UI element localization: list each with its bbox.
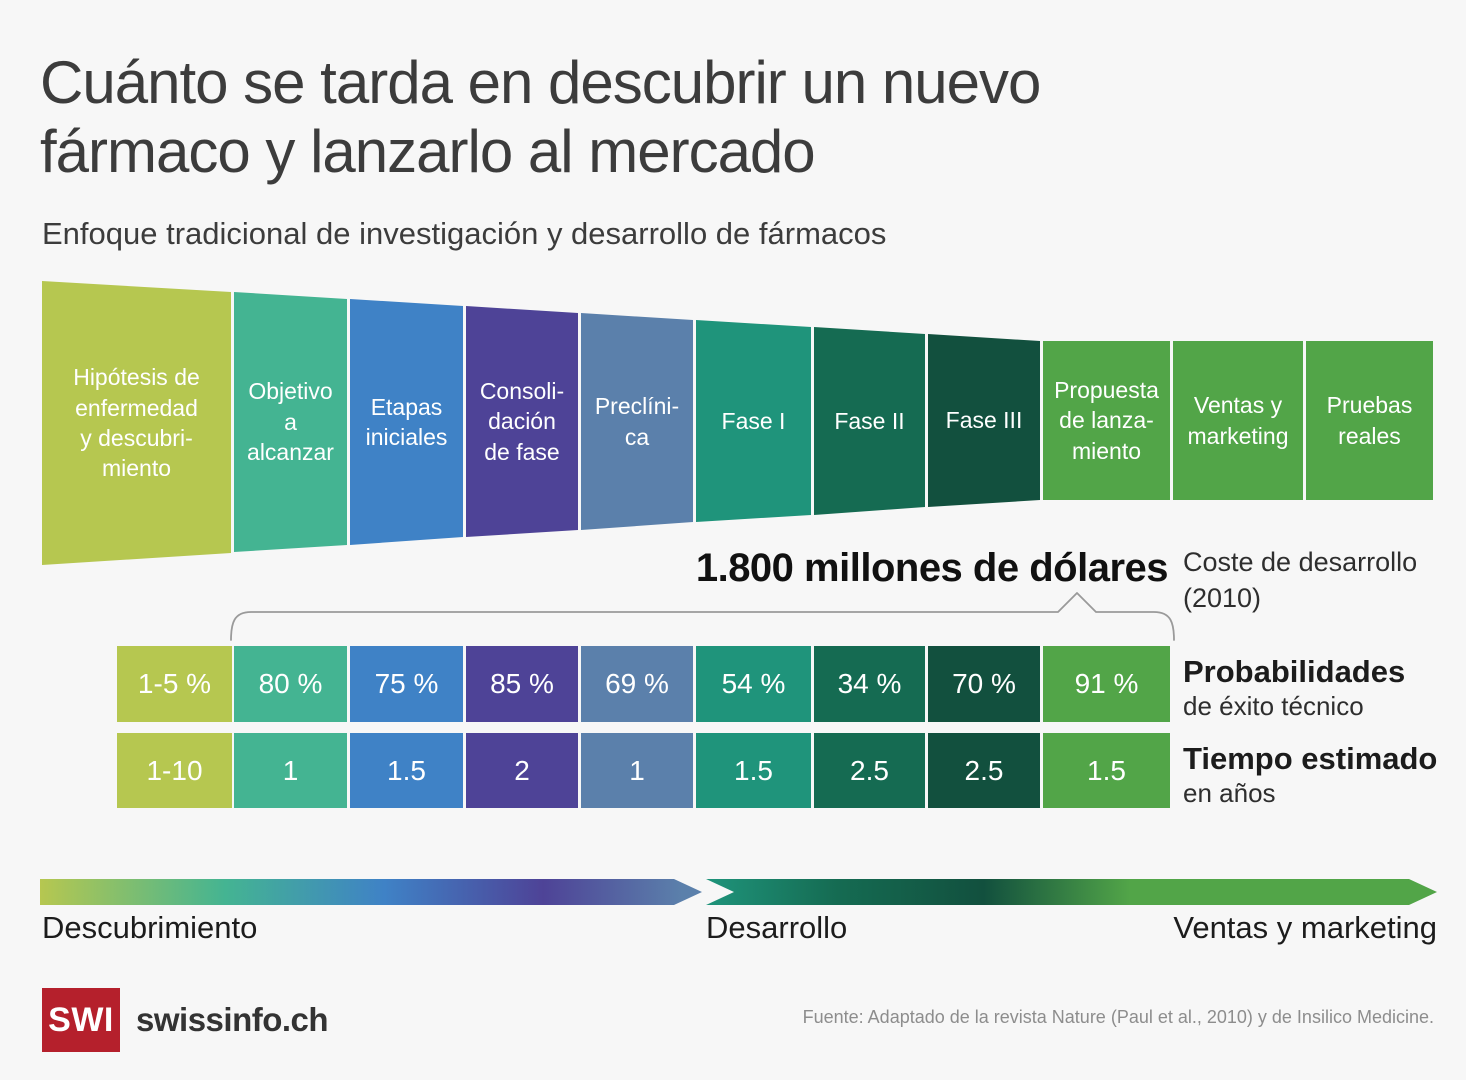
prob-cell-3: 75 % [350,646,463,722]
brand-name: swissinfo.ch [136,1001,329,1038]
time-row-label: Tiempo estimado en años [1183,741,1437,808]
swi-logo: SWI [42,988,120,1052]
time-label-bold: Tiempo estimado [1183,741,1438,776]
prob-cell-2: 80 % [234,646,347,722]
prob-cell-4: 85 % [466,646,578,722]
probability-label-bold: Probabilidades [1183,654,1406,689]
phase-label-descubrimiento: Descubrimiento [42,910,258,945]
funnel-stage-pruebas-reales: Pruebas reales [1306,341,1433,500]
probability-label-sub: de éxito técnico [1183,690,1364,721]
prob-cell-9: 91 % [1043,646,1170,722]
funnel-stage-preclinica: Preclíni- ca [581,313,693,530]
source-attribution: Fuente: Adaptado de la revista Nature (P… [802,1007,1434,1027]
funnel-stage-fase-1: Fase I [696,320,811,522]
page-title: Cuánto se tarda en descubrir un nuevo fá… [40,49,1041,185]
funnel-stage-propuesta: Propuesta de lanza- miento [1043,341,1170,500]
time-cell-5: 1 [581,733,693,808]
time-cell-9: 1.5 [1043,733,1170,808]
prob-cell-5: 69 % [581,646,693,722]
funnel-stage-etapas-iniciales: Etapas iniciales [350,299,463,545]
probability-row-label: Probabilidades de éxito técnico [1183,654,1405,721]
funnel-stage-fase-2: Fase II [814,327,925,515]
funnel-stage-label: Fase I [721,407,786,434]
funnel-stage-label: Objetivo a alcanzar [247,378,334,466]
time-label-sub: en años [1183,777,1276,808]
funnel-stage-label: Consoli- dación de fase [479,377,565,465]
funnel-stage-fase-3: Fase III [928,334,1040,507]
funnel-stage-label: Pruebas reales [1326,392,1413,449]
funnel-stage-label: Propuesta de lanza- miento [1054,376,1159,464]
funnel-stage-label: Preclíni- ca [594,393,680,450]
prob-cell-7: 34 % [814,646,925,722]
time-cell-3: 1.5 [350,733,463,808]
phase-label-desarrollo: Desarrollo [706,910,848,945]
prob-cell-6: 54 % [696,646,811,722]
funnel-stage-consolidacion: Consoli- dación de fase [466,306,578,537]
brand-block: SWI swissinfo.ch [42,988,329,1052]
time-cell-8: 2.5 [928,733,1040,808]
page-subtitle: Enfoque tradicional de investigación y d… [42,216,887,251]
funnel-stage-label: Ventas y marketing [1187,392,1289,449]
funnel-stage-label: Hipótesis de enfermedad y descubri- mien… [73,364,200,482]
total-cost-value: 1.800 millones de dólares [695,546,1169,590]
brace-icon [230,592,1175,641]
funnel-stage-objetivo: Objetivo a alcanzar [234,292,347,552]
time-cell-2: 1 [234,733,347,808]
funnel-stage-hipotesis: Hipótesis de enfermedad y descubri- mien… [42,281,231,565]
funnel-stage-label: Fase II [834,407,905,434]
funnel-stage-label: Etapas iniciales [365,393,448,450]
prob-cell-1: 1-5 % [117,646,232,722]
funnel-stage-label: Fase III [945,407,1023,434]
time-cell-7: 2.5 [814,733,925,808]
funnel-stage-ventas-marketing: Ventas y marketing [1173,341,1303,500]
total-cost-caption: Coste de desarrollo (2010) [1183,547,1418,613]
time-cell-1: 1-10 [117,733,232,808]
time-cell-6: 1.5 [696,733,811,808]
discovery-gradient-bar [40,879,702,905]
prob-cell-8: 70 % [928,646,1040,722]
time-cell-4: 2 [466,733,578,808]
development-gradient-bar [706,879,1437,905]
phase-label-ventas-marketing: Ventas y marketing [1173,910,1437,945]
